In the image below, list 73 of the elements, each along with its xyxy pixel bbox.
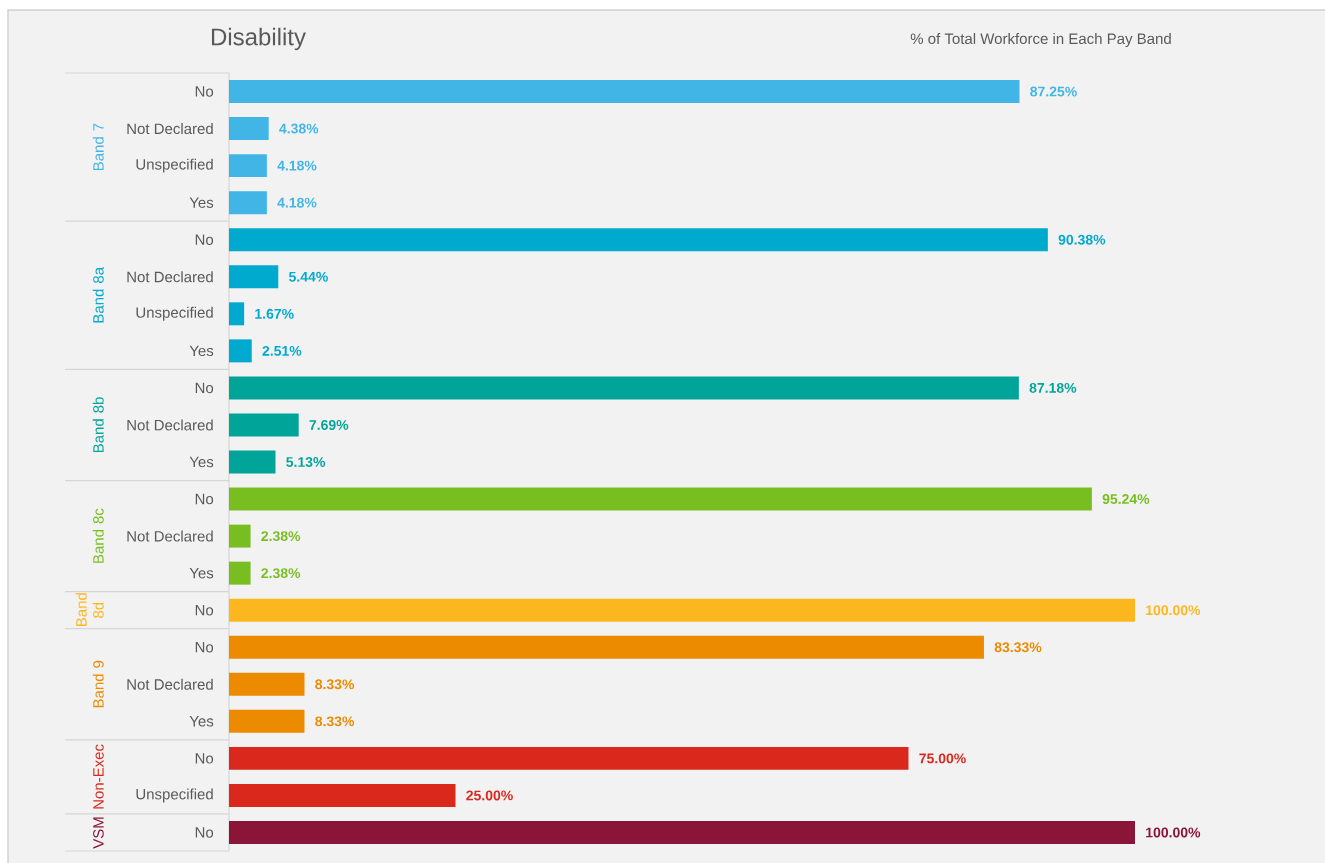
y-tick-label: Not Declared [127, 530, 213, 542]
data-label: 100.00% [1146, 605, 1201, 616]
text: Band 8d [75, 593, 104, 626]
bar [229, 80, 1020, 104]
text: Band 8a [92, 266, 104, 323]
bar [229, 598, 1135, 622]
data-label: 87.18% [1029, 382, 1077, 393]
data-label: 4.18% [277, 197, 317, 208]
data-label: 7.69% [309, 420, 349, 430]
data-label: 25.00% [466, 790, 513, 801]
y-tick-label: No [195, 642, 214, 653]
bar [229, 450, 276, 474]
bar [229, 228, 1048, 252]
chart-subtitle: % of Total Workforce in Each Pay Band [910, 33, 1171, 47]
data-label: 95.24% [1102, 494, 1150, 505]
data-label: 8.33% [315, 679, 355, 690]
y-tick-label: Not Declared [127, 419, 213, 431]
y-tick-label: No [195, 382, 214, 394]
bar [229, 783, 456, 807]
text: Band 9 [92, 660, 104, 708]
data-label: 2.38% [261, 531, 301, 542]
bar [229, 821, 1135, 844]
bar [229, 376, 1019, 400]
bar [229, 339, 252, 363]
y-tick-label: No [195, 234, 214, 245]
bar [229, 413, 299, 437]
y-tick-label: No [195, 86, 214, 97]
y-tick-label: Yes [189, 197, 214, 208]
data-label: 4.38% [279, 123, 319, 134]
y-tick-label: Yes [189, 567, 214, 579]
y-tick-label: No [195, 604, 214, 616]
bar [229, 709, 305, 733]
y-tick-label: Yes [189, 716, 214, 727]
data-label: 83.33% [994, 642, 1042, 653]
y-tick-label: No [195, 493, 214, 505]
text: Band 7 [92, 123, 104, 171]
bar [229, 117, 269, 141]
data-label: 100.00% [1146, 827, 1201, 838]
bar [229, 154, 267, 178]
y-tick-label: Unspecified [136, 788, 213, 803]
bar [229, 487, 1092, 511]
data-label: 75.00% [919, 753, 966, 764]
data-label: 5.13% [286, 457, 326, 467]
y-tick-label: Not Declared [127, 123, 213, 135]
text: Non-Exec [93, 744, 104, 809]
data-label: 1.67% [255, 308, 294, 319]
y-tick-label: Yes [189, 345, 214, 357]
y-tick-label: Yes [189, 456, 214, 468]
bar [229, 672, 305, 696]
y-tick-label: No [195, 753, 214, 764]
data-label: 2.51% [262, 345, 302, 356]
bar [229, 561, 251, 585]
y-tick-label: No [195, 827, 214, 838]
bar [229, 746, 909, 770]
text: Band 8b [92, 397, 104, 453]
data-label: 90.38% [1058, 234, 1106, 245]
y-tick-label: Not Declared [127, 678, 213, 690]
data-label: 8.33% [315, 716, 355, 727]
y-tick-label: Unspecified [136, 306, 213, 321]
data-label: 87.25% [1030, 86, 1077, 97]
bar [229, 191, 267, 215]
bar [229, 302, 245, 326]
text: VSM [93, 817, 104, 849]
text: Band 8c [92, 508, 104, 563]
y-tick-label: Not Declared [127, 271, 213, 283]
bar [229, 635, 984, 659]
data-label: 4.18% [277, 160, 317, 171]
y-tick-label: Unspecified [136, 158, 213, 173]
data-label: 5.44% [289, 271, 328, 282]
bar [229, 524, 251, 548]
chart-title: Disability [211, 27, 306, 51]
bar [229, 265, 279, 289]
data-label: 2.38% [261, 568, 301, 579]
